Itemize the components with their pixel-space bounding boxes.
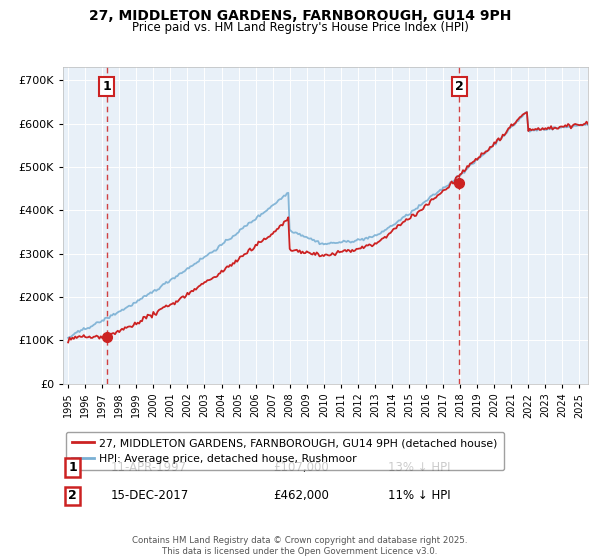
Text: 11-APR-1997: 11-APR-1997 xyxy=(110,461,187,474)
Text: 2: 2 xyxy=(68,489,77,502)
Text: 27, MIDDLETON GARDENS, FARNBOROUGH, GU14 9PH: 27, MIDDLETON GARDENS, FARNBOROUGH, GU14… xyxy=(89,9,511,23)
Text: 1: 1 xyxy=(103,80,112,93)
Text: 15-DEC-2017: 15-DEC-2017 xyxy=(110,489,188,502)
Text: £107,000: £107,000 xyxy=(273,461,329,474)
Text: 1: 1 xyxy=(68,461,77,474)
Text: Contains HM Land Registry data © Crown copyright and database right 2025.
This d: Contains HM Land Registry data © Crown c… xyxy=(132,536,468,556)
Legend: 27, MIDDLETON GARDENS, FARNBOROUGH, GU14 9PH (detached house), HPI: Average pric: 27, MIDDLETON GARDENS, FARNBOROUGH, GU14… xyxy=(66,432,504,470)
Text: 13% ↓ HPI: 13% ↓ HPI xyxy=(389,461,451,474)
Text: Price paid vs. HM Land Registry's House Price Index (HPI): Price paid vs. HM Land Registry's House … xyxy=(131,21,469,34)
Text: 2: 2 xyxy=(455,80,464,93)
Text: £462,000: £462,000 xyxy=(273,489,329,502)
Text: 11% ↓ HPI: 11% ↓ HPI xyxy=(389,489,451,502)
